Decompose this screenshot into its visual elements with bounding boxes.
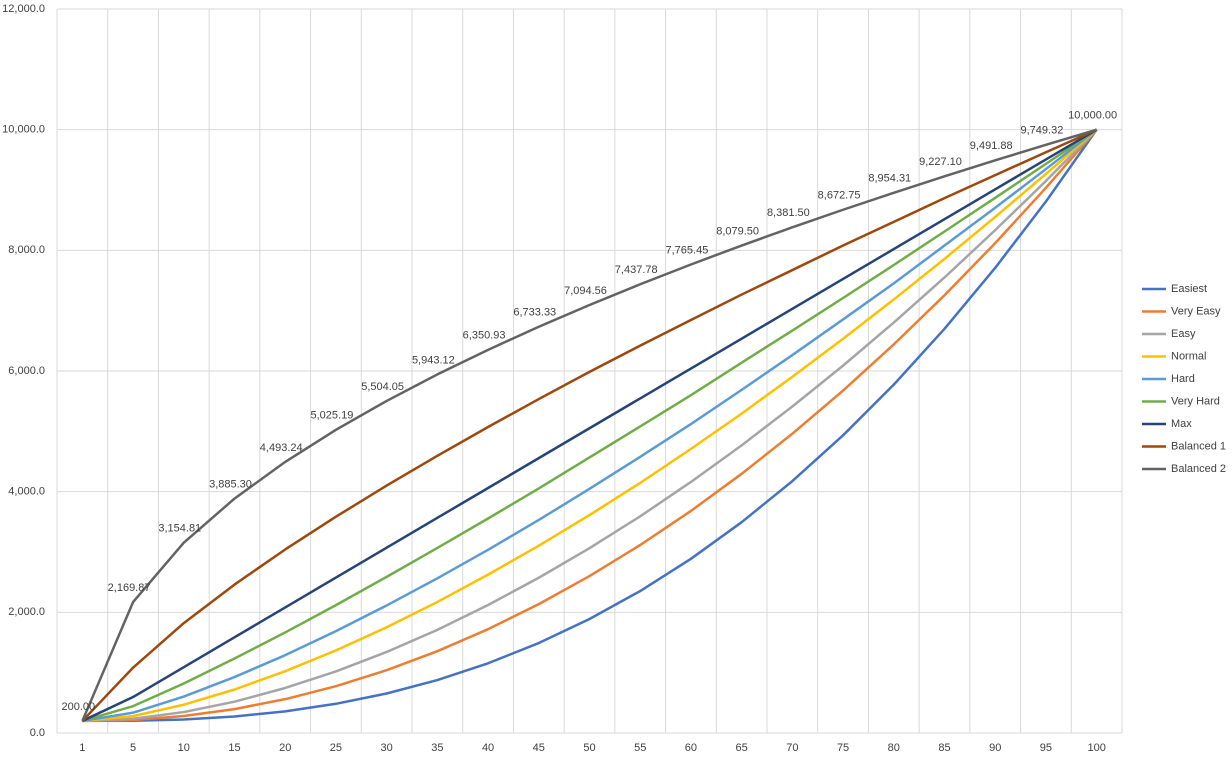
series-line [81, 128, 1097, 722]
data-label: 5,943.12 [412, 354, 455, 366]
x-tick-label: 40 [482, 742, 494, 754]
data-label: 9,749.32 [1021, 125, 1064, 137]
y-tick-label: 4,000.0 [8, 486, 45, 498]
data-label: 8,954.31 [868, 173, 911, 185]
series-line [82, 128, 1098, 723]
x-tick-label: 35 [431, 742, 443, 754]
x-tick-label: 30 [381, 742, 393, 754]
x-tick-label: 10 [178, 742, 190, 754]
data-label: 8,381.50 [767, 207, 810, 219]
series-line [82, 128, 1098, 723]
x-tick-label: 20 [279, 742, 291, 754]
x-tick-label: 5 [130, 742, 136, 754]
data-label: 7,437.78 [615, 264, 658, 276]
x-tick-label: 100 [1087, 742, 1105, 754]
series-line [81, 128, 1098, 723]
legend-label: Hard [1171, 373, 1195, 385]
series-line [82, 128, 1098, 723]
x-tick-label: 60 [685, 742, 697, 754]
x-tick-label: 70 [786, 742, 798, 754]
y-tick-label: 8,000.0 [8, 244, 45, 256]
legend-label: Balanced 2 [1171, 463, 1226, 475]
data-label: 3,154.81 [158, 523, 201, 535]
data-label: 7,765.45 [666, 244, 709, 256]
data-label: 3,885.30 [209, 478, 252, 490]
legend-label: Easiest [1171, 283, 1207, 295]
x-tick-label: 95 [1040, 742, 1052, 754]
series-line [82, 128, 1098, 723]
x-tick-label: 85 [938, 742, 950, 754]
y-tick-label: 12,000.0 [2, 3, 45, 15]
data-label: 5,025.19 [311, 410, 354, 422]
legend-label: Normal [1171, 350, 1206, 362]
data-label: 7,094.56 [564, 285, 607, 297]
legend-label: Balanced 1 [1171, 440, 1226, 452]
series-line [82, 128, 1098, 723]
x-tick-label: 45 [533, 742, 545, 754]
data-label: 200.00 [62, 701, 96, 713]
data-label: 6,350.93 [463, 330, 506, 342]
legend-label: Easy [1171, 328, 1196, 340]
data-label: 8,672.75 [818, 190, 861, 202]
data-label: 5,504.05 [361, 381, 404, 393]
data-label: 2,169.87 [108, 582, 151, 594]
y-tick-label: 2,000.0 [8, 606, 45, 618]
legend-label: Max [1171, 418, 1192, 430]
x-tick-label: 75 [837, 742, 849, 754]
y-tick-label: 6,000.0 [8, 365, 45, 377]
y-tick-label: 10,000.0 [2, 124, 45, 136]
data-label: 4,493.24 [260, 442, 303, 454]
series-line [82, 128, 1098, 723]
legend-label: Very Easy [1171, 305, 1221, 317]
x-tick-label: 80 [888, 742, 900, 754]
data-label: 8,079.50 [716, 225, 759, 237]
x-tick-label: 25 [330, 742, 342, 754]
x-tick-label: 65 [736, 742, 748, 754]
data-label: 9,491.88 [970, 140, 1013, 152]
x-tick-label: 90 [989, 742, 1001, 754]
x-tick-label: 1 [79, 742, 85, 754]
data-label: 10,000.00 [1068, 110, 1117, 122]
legend-label: Very Hard [1171, 395, 1220, 407]
data-label: 9,227.10 [919, 156, 962, 168]
series-line [81, 128, 1098, 722]
x-tick-label: 55 [634, 742, 646, 754]
x-tick-label: 15 [228, 742, 240, 754]
y-tick-label: 0.0 [30, 727, 45, 739]
x-tick-label: 50 [583, 742, 595, 754]
data-label: 6,733.33 [513, 307, 556, 319]
